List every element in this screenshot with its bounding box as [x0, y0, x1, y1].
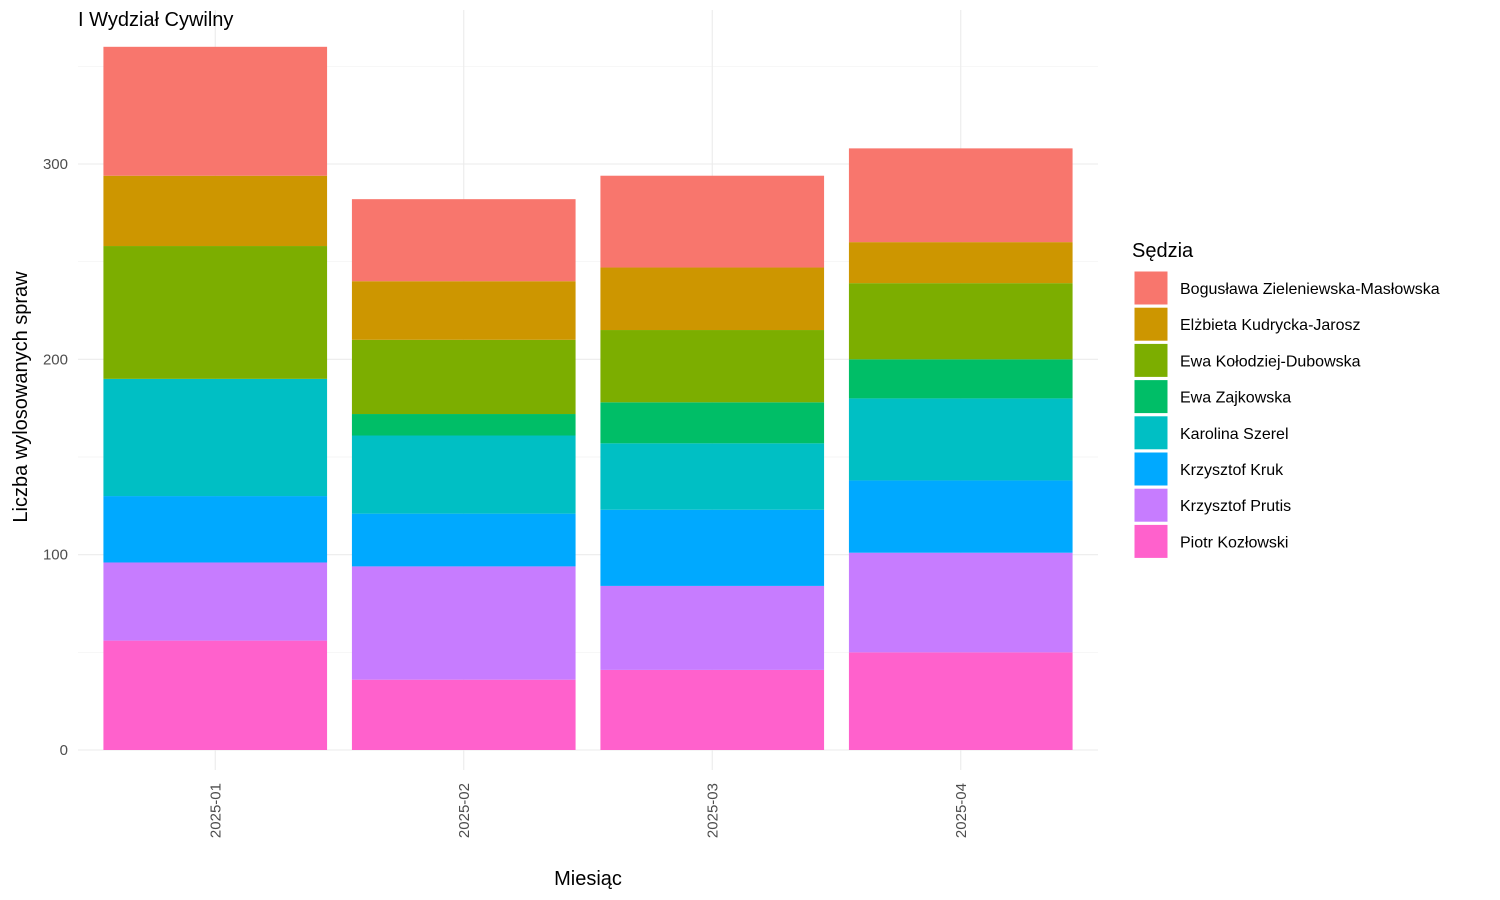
y-tick-label: 300	[43, 156, 68, 173]
x-tick-label: 2025-04	[953, 783, 970, 838]
bar-segment: Elżbieta Kudrycka-Jarosz 2025-02: 30	[351, 281, 576, 340]
x-axis-title: Miesiąc	[554, 868, 622, 890]
legend-label: Krzysztof Kruk	[1180, 462, 1284, 479]
bar-segment: Karolina Szerel 2025-02: 40	[351, 435, 576, 514]
y-tick-label: 100	[43, 547, 68, 564]
bar-segment: Krzysztof Prutis 2025-04: 51	[848, 552, 1073, 653]
legend-key	[1133, 523, 1169, 559]
legend-label: Bogusława Zieleniewska-Masłowska	[1180, 281, 1440, 298]
legend-title: Sędzia	[1132, 240, 1194, 262]
bar-segment: Krzysztof Kruk 2025-03: 39	[600, 509, 825, 586]
bar-segment: Piotr Kozłowski 2025-03: 41	[600, 669, 825, 750]
bar-segment: Karolina Szerel 2025-03: 34	[600, 443, 825, 510]
bar-segment: Bogusława Zieleniewska-Masłowska 2025-03…	[600, 175, 825, 268]
bar-segment: Ewa Kołodziej-Dubowska 2025-01: 68	[103, 246, 328, 379]
bar-segment: Piotr Kozłowski 2025-04: 50	[848, 652, 1073, 750]
legend-label: Ewa Kołodziej-Dubowska	[1180, 353, 1361, 370]
bar-segment: Ewa Zajkowska 2025-02: 11	[351, 414, 576, 436]
legend-label: Ewa Zajkowska	[1180, 390, 1291, 407]
bar-segment: Krzysztof Kruk 2025-02: 27	[351, 513, 576, 567]
bar-segment: Ewa Kołodziej-Dubowska 2025-02: 38	[351, 339, 576, 415]
y-tick-label: 0	[60, 742, 68, 759]
bar-segment: Krzysztof Kruk 2025-01: 34	[103, 496, 328, 563]
bar-segment: Elżbieta Kudrycka-Jarosz 2025-04: 21	[848, 242, 1073, 284]
bar-segment: Krzysztof Kruk 2025-04: 37	[848, 480, 1073, 553]
bar-segment: Piotr Kozłowski 2025-02: 36	[351, 679, 576, 750]
bar-segment: Krzysztof Prutis 2025-02: 58	[351, 566, 576, 680]
legend-label: Krzysztof Prutis	[1180, 498, 1291, 515]
bar-segment: Elżbieta Kudrycka-Jarosz 2025-03: 32	[600, 267, 825, 331]
bar-segment: Karolina Szerel 2025-04: 42	[848, 398, 1073, 481]
legend-label: Piotr Kozłowski	[1180, 534, 1288, 551]
chart-title: I Wydział Cywilny	[78, 9, 233, 31]
legend-label: Elżbieta Kudrycka-Jarosz	[1180, 317, 1361, 334]
bar-segment: Bogusława Zieleniewska-Masłowska 2025-04…	[848, 148, 1073, 243]
bar-segment: Krzysztof Prutis 2025-03: 43	[600, 585, 825, 670]
legend-key	[1133, 487, 1169, 523]
legend-label: Karolina Szerel	[1180, 426, 1289, 443]
legend-key	[1133, 379, 1169, 415]
bar-segment: Krzysztof Prutis 2025-01: 40	[103, 562, 328, 641]
legend-key	[1133, 415, 1169, 451]
bar-segment: Bogusława Zieleniewska-Masłowska 2025-02…	[351, 199, 576, 282]
bar-segment: Ewa Kołodziej-Dubowska 2025-03: 37	[600, 330, 825, 403]
legend-key	[1133, 451, 1169, 487]
legend: Sędzia Bogusława Zieleniewska-Masłowska E…	[1132, 240, 1440, 559]
bar-segment: Ewa Zajkowska 2025-03: 21	[600, 402, 825, 444]
bar-segment: Bogusława Zieleniewska-Masłowska 2025-01…	[103, 46, 328, 176]
x-tick-label: 2025-03	[704, 783, 721, 838]
bar-segment: Elżbieta Kudrycka-Jarosz 2025-01: 36	[103, 175, 328, 247]
bar-segment: Karolina Szerel 2025-01: 60	[103, 378, 328, 497]
bar-segment: Ewa Kołodziej-Dubowska 2025-04: 39	[848, 283, 1073, 360]
x-tick-label: 2025-01	[207, 783, 224, 838]
legend-key	[1133, 270, 1169, 306]
bar-segment: Piotr Kozłowski 2025-01: 56	[103, 640, 328, 750]
y-tick-label: 200	[43, 351, 68, 368]
bars: Piotr Kozłowski 2025-01: 56Krzysztof Pru…	[103, 46, 1073, 750]
legend-key	[1133, 342, 1169, 378]
axes: 0 100 200 300 2025-01 2025-02 2025-03 2025-04	[43, 156, 970, 838]
y-axis-title: Liczba wylosowanych spraw	[10, 271, 32, 523]
x-tick-label: 2025-02	[456, 783, 473, 838]
legend-key	[1133, 306, 1169, 342]
bar-segment: Ewa Zajkowska 2025-04: 20	[848, 359, 1073, 399]
